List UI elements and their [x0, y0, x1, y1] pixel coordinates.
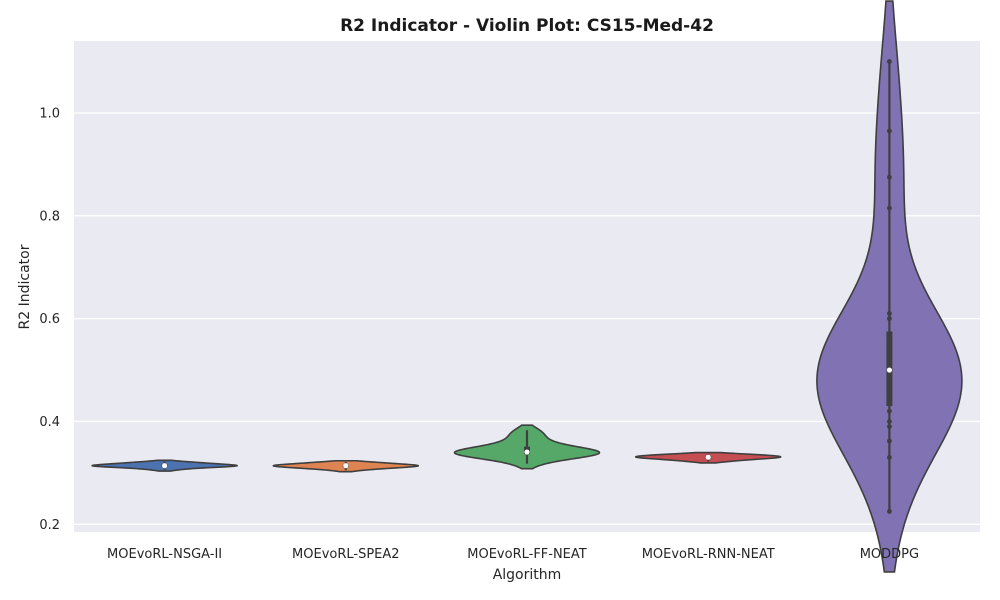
- violin-median: [524, 449, 530, 455]
- violin-median: [886, 367, 893, 373]
- violin-point: [887, 398, 892, 404]
- violins: [91, 0, 963, 573]
- y-tick-labels: 0.2 0.4 0.6 0.8 1.0: [39, 106, 60, 532]
- violin-median: [162, 463, 168, 469]
- violin-point: [887, 408, 892, 414]
- violin-median: [343, 463, 349, 469]
- y-axis-label: R2 Indicator: [17, 244, 33, 329]
- violin-point: [887, 311, 892, 316]
- x-tick-label: MOEvoRL-SPEA2: [292, 547, 400, 562]
- violin-point: [887, 388, 892, 394]
- violin-point: [887, 419, 892, 424]
- violin-point: [887, 341, 892, 347]
- violin-point: [887, 455, 892, 460]
- violin-point: [887, 352, 892, 358]
- violin-point: [887, 205, 892, 211]
- violin-point: [887, 362, 892, 368]
- x-tick-label: MOEvoRL-RNN-NEAT: [642, 547, 775, 562]
- y-tick-label: 0.8: [39, 209, 60, 224]
- violin-point: [887, 377, 892, 383]
- chart-title: R2 Indicator - Violin Plot: CS15-Med-42: [340, 16, 714, 36]
- y-tick-label: 0.2: [39, 518, 60, 533]
- x-tick-label: MODDPG: [860, 547, 919, 562]
- violin-point: [887, 424, 892, 430]
- y-tick-label: 1.0: [39, 106, 60, 121]
- y-tick-label: 0.6: [39, 312, 60, 327]
- violin-point: [887, 59, 892, 64]
- y-tick-label: 0.4: [39, 415, 60, 430]
- violin-point: [887, 357, 892, 363]
- violin-point: [887, 383, 892, 388]
- violin-point: [887, 372, 892, 378]
- violin-median: [705, 454, 711, 460]
- x-tick-labels: MOEvoRL-NSGA-II MOEvoRL-SPEA2 MOEvoRL-FF-N…: [107, 547, 919, 562]
- x-tick-label: MOEvoRL-FF-NEAT: [467, 547, 587, 562]
- violin-point: [887, 128, 892, 134]
- violin-point: [887, 509, 892, 514]
- violin-point: [887, 174, 892, 180]
- violin-point: [887, 316, 892, 322]
- violin-point: [887, 347, 892, 352]
- violin-point: [887, 438, 892, 444]
- x-tick-label: MOEvoRL-NSGA-II: [107, 547, 222, 562]
- x-axis-label: Algorithm: [493, 567, 562, 583]
- grid-lines: [74, 112, 980, 525]
